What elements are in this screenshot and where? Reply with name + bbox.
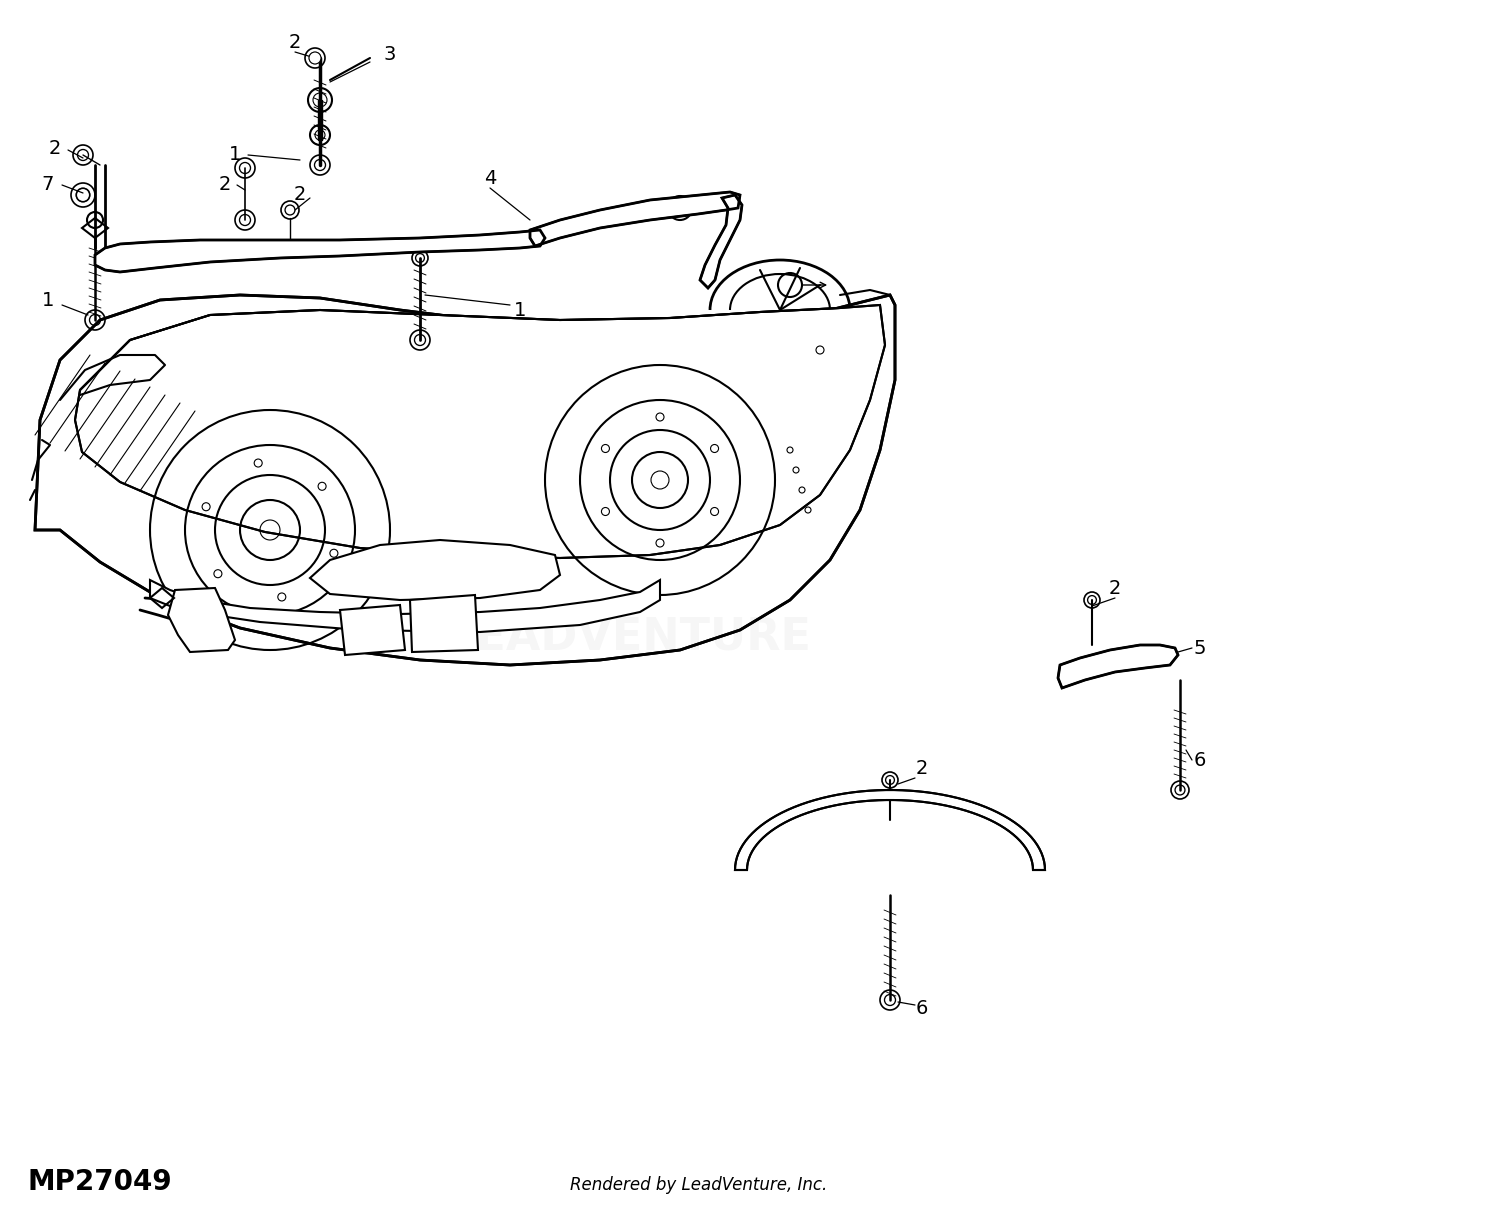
- Polygon shape: [34, 295, 895, 665]
- Text: 3: 3: [384, 45, 396, 65]
- Polygon shape: [94, 230, 544, 272]
- Text: 2: 2: [294, 185, 306, 205]
- Polygon shape: [410, 595, 478, 652]
- Text: 6: 6: [916, 998, 928, 1018]
- Polygon shape: [530, 192, 740, 246]
- Text: 7: 7: [42, 175, 54, 195]
- Text: 2: 2: [290, 33, 302, 51]
- Text: 6: 6: [1194, 751, 1206, 769]
- Polygon shape: [75, 305, 885, 559]
- Text: 2: 2: [1108, 578, 1120, 598]
- Text: 1: 1: [230, 146, 242, 164]
- Text: LEADVENTURE: LEADVENTURE: [448, 615, 812, 659]
- Circle shape: [309, 51, 321, 64]
- Text: MP27049: MP27049: [28, 1167, 172, 1196]
- Polygon shape: [1058, 646, 1178, 688]
- Polygon shape: [310, 540, 560, 600]
- Text: 2: 2: [916, 758, 928, 778]
- Polygon shape: [340, 605, 405, 655]
- Polygon shape: [150, 579, 660, 632]
- Text: 1: 1: [42, 290, 54, 310]
- Text: 2: 2: [219, 175, 231, 195]
- Polygon shape: [700, 195, 742, 288]
- Text: 5: 5: [1194, 638, 1206, 658]
- Text: 4: 4: [484, 169, 496, 187]
- Polygon shape: [735, 790, 1046, 870]
- Text: 2: 2: [50, 138, 62, 158]
- Polygon shape: [168, 588, 236, 652]
- Text: 1: 1: [514, 300, 526, 320]
- Text: Rendered by LeadVenture, Inc.: Rendered by LeadVenture, Inc.: [570, 1176, 828, 1194]
